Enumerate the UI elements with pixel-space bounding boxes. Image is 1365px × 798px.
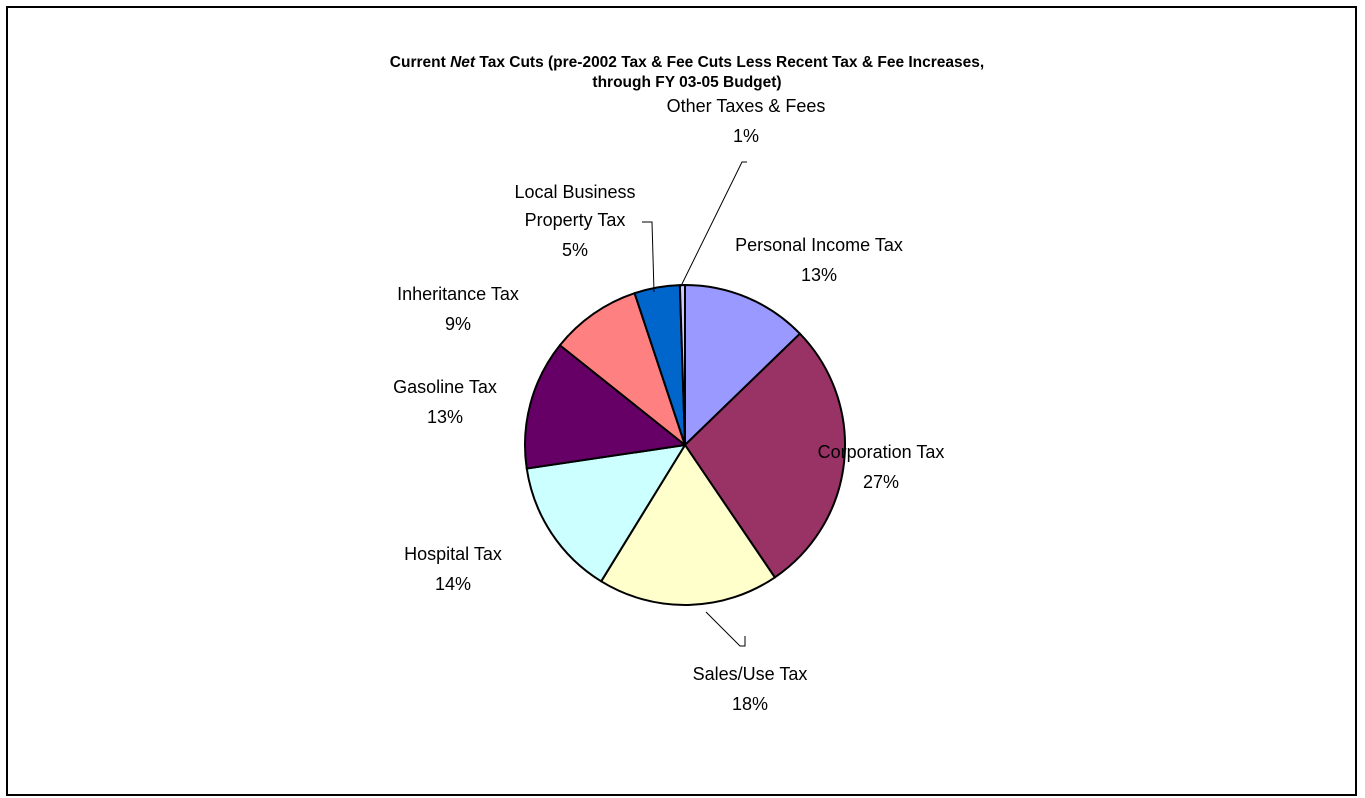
slice-label-other-taxes-fees: Other Taxes & Fees 1% — [667, 96, 826, 146]
pie-chart: Current Net Tax Cuts (pre-2002 Tax & Fee… — [390, 54, 984, 714]
slice-percent: 18% — [732, 694, 768, 714]
slice-name: Inheritance Tax — [397, 284, 519, 304]
chart-frame: Current Net Tax Cuts (pre-2002 Tax & Fee… — [6, 6, 1357, 796]
leader-line-sales-use-tax — [705, 611, 746, 647]
slice-label-sales-use-tax: Sales/Use Tax 18% — [693, 664, 808, 714]
slice-name: Gasoline Tax — [393, 377, 497, 397]
slice-percent: 27% — [863, 472, 899, 492]
leader-lines — [642, 161, 747, 647]
slice-name: Personal Income Tax — [735, 235, 903, 255]
slice-label-inheritance-tax: Inheritance Tax 9% — [397, 284, 519, 334]
pie-slice-other-taxes-fees — [678, 283, 686, 446]
slice-name: Hospital Tax — [404, 544, 502, 564]
slice-percent: 1% — [733, 126, 759, 146]
leader-line-other-taxes-fees — [679, 161, 747, 289]
slice-percent: 13% — [427, 407, 463, 427]
chart-title-emphasis: Net — [450, 54, 476, 71]
slice-label-personal-income-tax: Personal Income Tax 13% — [735, 235, 903, 285]
pie-slice-sales-use-tax — [600, 444, 776, 606]
chart-title-rest: Tax Cuts (pre-2002 Tax & Fee Cuts Less R… — [475, 54, 984, 71]
pie-slice-personal-income-tax — [684, 284, 801, 446]
pie-slice-hospital-tax — [525, 444, 686, 583]
slice-name: Other Taxes & Fees — [667, 96, 826, 116]
pie-slice-inheritance-tax — [558, 292, 686, 446]
slice-name: Sales/Use Tax — [693, 664, 808, 684]
pie-slice-gasoline-tax — [524, 344, 686, 470]
slice-percent: 13% — [801, 265, 837, 285]
chart-title-line-1: Current Net Tax Cuts (pre-2002 Tax & Fee… — [390, 54, 984, 71]
slice-percent: 9% — [445, 314, 471, 334]
slice-label-corporation-tax: Corporation Tax 27% — [818, 442, 945, 492]
slice-labels: Personal Income Tax 13% Corporation Tax 27%… — [393, 96, 944, 714]
leader-line-local-business-property-tax — [642, 221, 655, 293]
slice-name: Corporation Tax — [818, 442, 945, 462]
slice-label-hospital-tax: Hospital Tax 14% — [404, 544, 502, 594]
pie-slices — [524, 283, 847, 606]
pie-slice-corporation-tax — [684, 332, 847, 579]
slice-percent: 5% — [562, 240, 588, 260]
slice-name: Local Business — [514, 182, 635, 202]
chart-title-prefix: Current — [390, 54, 450, 71]
slice-name: Property Tax — [525, 210, 626, 230]
slice-label-local-business-property-tax: Local Business Property Tax 5% — [514, 182, 635, 260]
slice-label-gasoline-tax: Gasoline Tax 13% — [393, 377, 497, 427]
slice-percent: 14% — [435, 574, 471, 594]
chart-title-line-2: through FY 03-05 Budget) — [592, 74, 781, 91]
